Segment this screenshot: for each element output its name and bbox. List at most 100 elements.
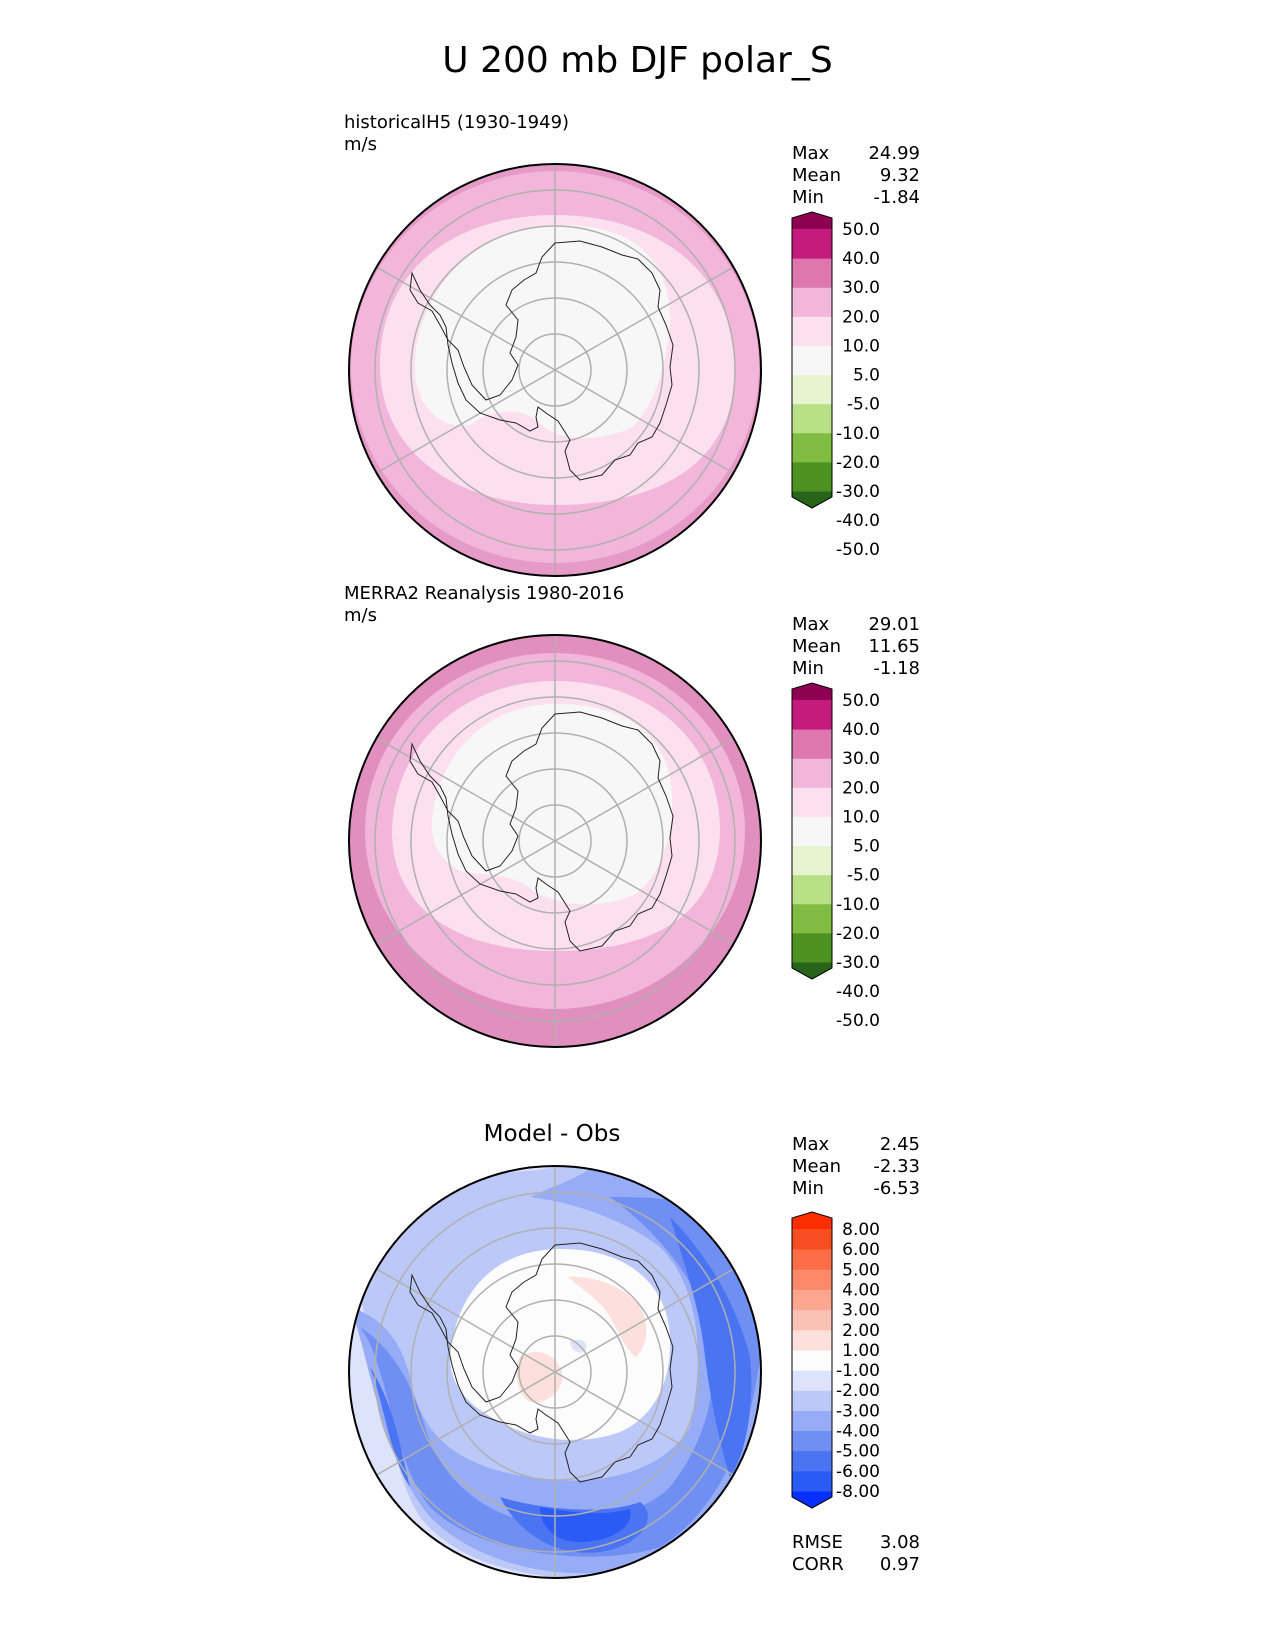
stat-value: -6.53 <box>873 1178 920 1199</box>
colorbar-tick-label: -3.00 <box>836 1401 880 1421</box>
colorbar-tick-label: -30.0 <box>836 482 880 502</box>
colorbar-swatch <box>792 729 832 759</box>
stat-row-max: Max 2.45 <box>792 1134 920 1156</box>
stat-label: Max <box>792 614 830 635</box>
polar-map-model <box>348 163 762 577</box>
colorbar-tick-label: 8.00 <box>842 1220 880 1240</box>
colorbar-tick-label: -50.0 <box>836 540 880 560</box>
panel-diff: Model - Obs Max 2.45 Mean -2.33 Min -6.53 R… <box>0 0 1275 1579</box>
colorbar-swatch <box>792 461 832 492</box>
colorbar-swatch <box>792 374 832 405</box>
panel-diff-title: Model - Obs <box>483 1121 621 1147</box>
polar-map-diff <box>348 1165 762 1579</box>
colorbar-extend-low <box>792 491 832 508</box>
colorbar-tick-label: 40.0 <box>842 249 880 269</box>
colorbar-swatch <box>792 1289 832 1311</box>
colorbar-tick-label: 5.0 <box>853 837 880 857</box>
figure-title: U 200 mb DJF polar_S <box>442 40 833 81</box>
field-band-p1-center <box>516 1352 563 1403</box>
colorbar-swatch <box>792 1309 832 1331</box>
colorbar-tick-label: 5.0 <box>853 366 880 386</box>
colorbar-extend-high <box>792 1212 832 1229</box>
panel-model-label: historicalH5 (1930-1949) <box>344 112 570 133</box>
stat-label: Min <box>792 187 824 208</box>
colorbar-swatches <box>791 211 833 509</box>
graticule <box>374 1166 736 1578</box>
stat-value: 29.01 <box>868 614 920 635</box>
stat-value: -2.33 <box>873 1156 920 1177</box>
polar-map-obs <box>348 634 762 1048</box>
colorbar-swatch <box>792 345 832 376</box>
colorbar-swatch <box>792 1450 832 1472</box>
panel-obs-units: m/s <box>344 605 377 626</box>
colorbar-swatch <box>792 932 832 963</box>
colorbar-swatch <box>792 1410 832 1432</box>
colorbar-tick-label: -10.0 <box>836 424 880 444</box>
stat-row-max: Max 24.99 <box>792 143 920 165</box>
stat-value: 0.97 <box>879 1554 920 1575</box>
graticule <box>374 635 736 1047</box>
colorbar-tick-label: -1.00 <box>836 1361 880 1381</box>
colorbar-tick-label: -30.0 <box>836 953 880 973</box>
colorbar-swatch <box>792 229 832 259</box>
panel-obs: MERRA2 Reanalysis 1980-2016 m/s Max 29.01… <box>0 0 1275 1048</box>
colorbar-tick-label: 5.00 <box>842 1260 880 1280</box>
colorbar-swatch <box>792 758 832 788</box>
stat-value: -1.18 <box>873 658 920 679</box>
map-boundary <box>348 634 762 1048</box>
stat-label: CORR <box>792 1554 844 1575</box>
colorbar-tick-label: -40.0 <box>836 511 880 531</box>
colorbar-outline <box>791 1211 833 1509</box>
stat-value: 11.65 <box>868 636 920 657</box>
colorbar-swatch <box>792 787 832 817</box>
colorbar-tick-label: -5.0 <box>847 395 880 415</box>
colorbar-tick-label: 10.0 <box>842 336 880 356</box>
colorbar-swatch <box>792 432 832 463</box>
panel-model-stats: Max 24.99 Mean 9.32 Min -1.84 <box>792 143 920 209</box>
colorbar-model: 50.0 40.0 30.0 20.0 10.0 5.0 -5.0 -10.0 -20.0 -30… <box>791 211 880 560</box>
colorbar-tick-label: -2.00 <box>836 1381 880 1401</box>
colorbar-tick-label: 20.0 <box>842 778 880 798</box>
antarctica-coastline <box>409 240 674 481</box>
stat-row-min: Min -1.18 <box>792 658 920 680</box>
stat-value: 3.08 <box>879 1532 920 1553</box>
panel-obs-label: MERRA2 Reanalysis 1980-2016 <box>344 583 625 604</box>
colorbar-swatch <box>792 1470 832 1492</box>
colorbar-ticks: 50.0 40.0 30.0 20.0 10.0 5.0 -5.0 -10.0 -20.0 -30… <box>836 220 880 560</box>
field-band-m4 <box>350 1169 761 1574</box>
panel-model: historicalH5 (1930-1949) m/s Max 24.99 Me… <box>0 0 1275 577</box>
colorbar-swatch <box>792 845 832 876</box>
colorbar-tick-label: 1.00 <box>842 1341 880 1361</box>
colorbar-swatch <box>792 403 832 434</box>
colorbar-outline <box>791 682 833 980</box>
colorbar-tick-label: 40.0 <box>842 720 880 740</box>
colorbar-swatches <box>791 1211 833 1509</box>
panel-diff-error-stats: RMSE 3.08 CORR 0.97 <box>792 1532 920 1576</box>
stat-label: Mean <box>792 636 842 657</box>
colorbar-swatch <box>792 700 832 730</box>
colorbar-swatch <box>792 874 832 905</box>
colorbar-tick-label: -10.0 <box>836 895 880 915</box>
colorbar-swatch <box>792 1229 832 1250</box>
stat-label: Mean <box>792 1156 842 1177</box>
stat-label: Min <box>792 1178 824 1199</box>
colorbar-swatch <box>792 816 832 847</box>
field-band-m6-west <box>370 1367 410 1487</box>
colorbar-tick-label: 10.0 <box>842 807 880 827</box>
colorbar-obs: 50.0 40.0 30.0 20.0 10.0 5.0 -5.0 -10.0 -20.0 -30… <box>791 682 880 1031</box>
colorbar-swatch <box>792 1390 832 1411</box>
colorbar-tick-label: 2.00 <box>842 1321 880 1341</box>
panel-diff-stats: Max 2.45 Mean -2.33 Min -6.53 <box>792 1134 920 1200</box>
stat-row-rmse: RMSE 3.08 <box>792 1532 920 1554</box>
colorbar-tick-label: 4.00 <box>842 1280 880 1300</box>
colorbar-tick-label: 6.00 <box>842 1240 880 1260</box>
colorbar-extend-low <box>792 1491 832 1508</box>
colorbar-swatch <box>792 316 832 346</box>
colorbar-tick-label: 50.0 <box>842 220 880 240</box>
stat-label: Mean <box>792 165 842 186</box>
colorbar-swatch <box>792 1249 832 1270</box>
panel-obs-stats: Max 29.01 Mean 11.65 Min -1.18 <box>792 614 920 680</box>
stat-label: RMSE <box>792 1532 843 1553</box>
colorbar-ticks: 8.006.005.004.003.002.001.00-1.00-2.00-3… <box>836 1220 880 1502</box>
colorbar-tick-label: -40.0 <box>836 982 880 1002</box>
